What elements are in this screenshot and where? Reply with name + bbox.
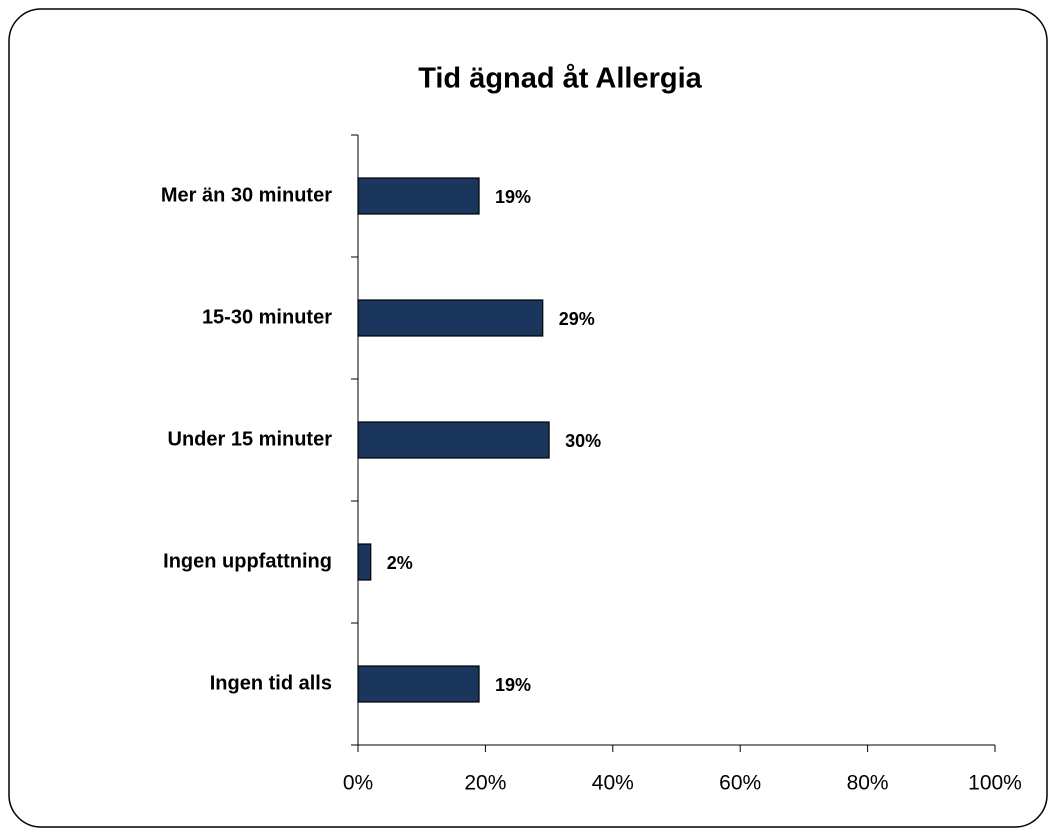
- y-tick-label: Ingen tid alls: [210, 672, 332, 694]
- y-tick-label: Mer än 30 minuter: [161, 184, 332, 206]
- y-tick-label: Under 15 minuter: [168, 428, 333, 450]
- bar: [357, 177, 480, 215]
- x-tick-label: 100%: [968, 772, 1022, 795]
- x-tick-label: 80%: [847, 772, 889, 795]
- bar: [357, 299, 544, 337]
- x-tick-label: 60%: [719, 772, 761, 795]
- data-label: 29%: [559, 309, 595, 329]
- y-tick-label: Ingen uppfattning: [163, 550, 332, 572]
- bar: [357, 421, 550, 459]
- data-label: 19%: [495, 675, 531, 695]
- chart-frame: [8, 8, 1048, 828]
- y-tick-label: 15-30 minuter: [202, 306, 332, 328]
- chart-title: Tid ägnad åt Allergia: [418, 63, 702, 95]
- data-label: 2%: [387, 553, 413, 573]
- data-label: 30%: [565, 431, 601, 451]
- x-tick-label: 20%: [464, 772, 506, 795]
- bar: [357, 543, 372, 581]
- x-tick-label: 40%: [592, 772, 634, 795]
- bar: [357, 665, 480, 703]
- x-tick-label: 0%: [343, 772, 373, 795]
- data-label: 19%: [495, 187, 531, 207]
